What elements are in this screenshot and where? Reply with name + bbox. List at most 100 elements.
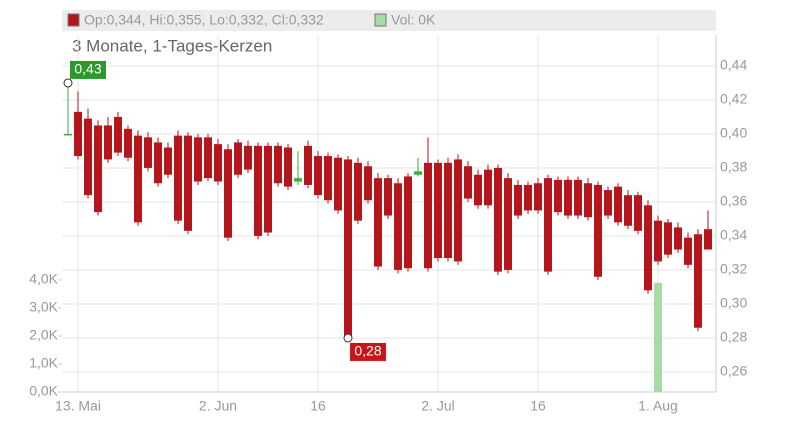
y-tick-label: 0,38: [720, 159, 747, 175]
x-tick-label: 1. Aug: [638, 398, 678, 414]
y-tick-label: 0,36: [720, 193, 747, 209]
candle-body: [394, 183, 402, 270]
candle-body: [674, 227, 682, 250]
candle-body: [74, 111, 82, 157]
candle-body: [534, 183, 542, 211]
annotation-label: 0,43: [74, 61, 101, 77]
candle-body: [84, 118, 92, 196]
candle-body: [454, 159, 462, 262]
x-tick-label: 16: [530, 398, 546, 414]
candle-body: [134, 135, 142, 223]
volume-bar: [654, 282, 662, 392]
candle-body: [274, 145, 282, 184]
legend-text: Op:0,344, Hi:0,355, Lo:0,332, Cl:0,332: [84, 12, 324, 28]
annotation-marker: [63, 78, 73, 88]
candle-body: [684, 237, 692, 265]
candle-body: [404, 176, 412, 269]
candle-body: [384, 178, 392, 216]
y-tick-label: 0,32: [720, 261, 747, 277]
candle-body: [254, 145, 262, 236]
x-tick-label: 16: [310, 398, 326, 414]
candle-body: [544, 178, 552, 272]
candle-body: [204, 137, 212, 179]
candle-body: [224, 149, 232, 238]
candle-body: [484, 169, 492, 206]
x-tick-label: 2. Jun: [199, 398, 237, 414]
candle-body: [564, 179, 572, 216]
y-tick-label: 0,30: [720, 295, 747, 311]
candle-body: [244, 145, 252, 170]
candle-body: [694, 234, 702, 328]
annotation-box: [70, 60, 106, 79]
candle-body: [364, 166, 372, 201]
candle-body: [514, 184, 522, 216]
candle-body: [604, 190, 612, 216]
candle-body: [304, 145, 312, 185]
candle-body: [584, 183, 592, 218]
candle-body: [324, 156, 332, 201]
candle-body: [424, 162, 432, 269]
candle-body: [284, 147, 292, 187]
volume-legend: Vol: 0K: [391, 12, 436, 28]
candle-body: [434, 162, 442, 259]
candle-body: [474, 174, 482, 206]
candle-body: [264, 145, 272, 233]
candle-body: [164, 147, 172, 175]
candle-body: [524, 184, 532, 211]
candle-body: [664, 222, 672, 255]
candle-body: [184, 135, 192, 231]
y2-tick-label: 0,0K: [29, 383, 58, 399]
y-tick-label: 0,42: [720, 91, 747, 107]
y-tick-label: 0,34: [720, 227, 747, 243]
annotation-marker: [343, 333, 353, 343]
candle-body: [354, 162, 362, 221]
candle-body: [634, 195, 642, 231]
candle-body: [214, 144, 222, 182]
y2-tick-label: 3,0K: [29, 299, 58, 315]
candle-body: [654, 220, 662, 262]
candle-body: [174, 135, 182, 221]
subtitle: 3 Monate, 1-Tages-Kerzen: [72, 36, 272, 55]
y2-tick-label: 4,0K: [29, 271, 58, 287]
y-tick-label: 0,26: [720, 363, 747, 379]
candle-body: [614, 186, 622, 223]
annotation-box: [350, 342, 386, 361]
candle-body: [624, 195, 632, 226]
candle-body: [294, 178, 302, 182]
legend-swatch: [374, 13, 387, 27]
candle-body: [494, 167, 502, 272]
candle-body: [94, 125, 102, 213]
y2-tick-label: 1,0K: [29, 355, 58, 371]
candle-body: [144, 137, 152, 168]
candle-body: [444, 162, 452, 259]
candle-body: [704, 229, 712, 250]
candle-body: [114, 116, 122, 153]
annotation-label: 0,28: [354, 343, 381, 359]
candle-body: [554, 179, 562, 213]
x-tick-label: 13. Mai: [55, 398, 101, 414]
y-tick-label: 0,44: [720, 57, 747, 73]
x-tick-label: 2. Jul: [421, 398, 454, 414]
candle-body: [594, 184, 602, 277]
candle-body: [194, 137, 202, 182]
candle-body: [374, 178, 382, 267]
y2-tick-label: 2,0K: [29, 327, 58, 343]
candle-body: [644, 205, 652, 291]
candle-body: [64, 133, 72, 136]
candle-body: [314, 156, 322, 196]
candle-body: [504, 178, 512, 270]
legend-swatch: [67, 13, 80, 27]
candle-body: [124, 128, 132, 158]
candle-body: [344, 159, 352, 338]
candle-body: [464, 166, 472, 199]
candle-body: [104, 125, 112, 160]
y-tick-label: 0,28: [720, 329, 747, 345]
candle-body: [334, 157, 342, 211]
legend-bar: [62, 10, 716, 31]
y-tick-label: 0,40: [720, 125, 747, 141]
candle-body: [414, 171, 422, 175]
candle-body: [234, 142, 242, 175]
candle-body: [574, 179, 582, 216]
plot: 0,26 0,28 0,30 0,32 0,34 0,36 0,38 0,40 0,42 0,44…: [29, 35, 747, 414]
